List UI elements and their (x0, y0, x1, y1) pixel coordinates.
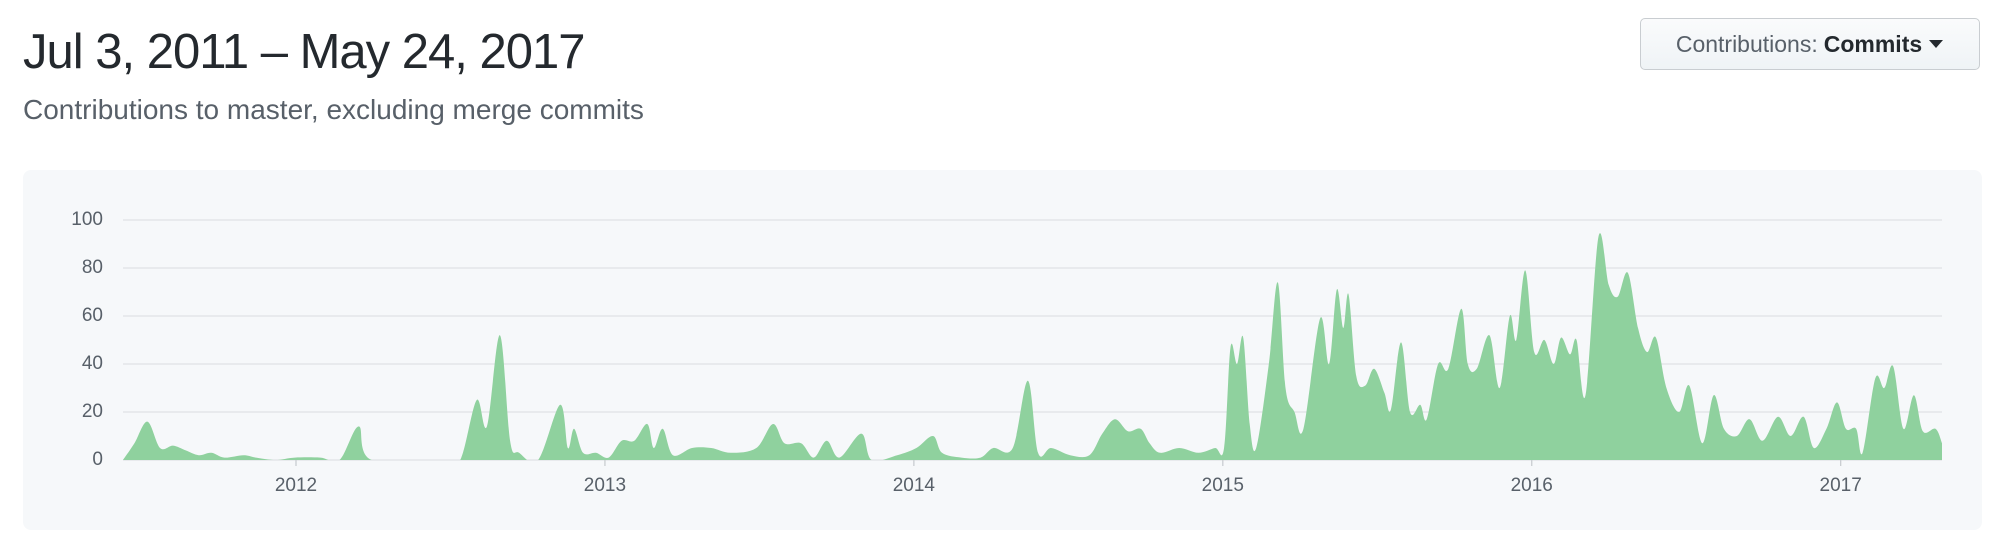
x-tick-label: 2015 (1202, 475, 1244, 496)
x-tick-label: 2016 (1511, 475, 1553, 496)
y-tick-label: 0 (92, 449, 103, 470)
subtitle: Contributions to master, excluding merge… (23, 94, 644, 125)
title: Jul 3, 2011 – May 24, 2017 (23, 25, 585, 79)
area (123, 233, 1942, 460)
x-tick-label: 2012 (275, 475, 317, 496)
dropdown-value: Commits (1823, 30, 1923, 57)
y-tick-label: 40 (82, 353, 103, 374)
x-tick-label: 2013 (584, 475, 626, 496)
y-tick-label: 60 (82, 305, 103, 326)
caret (1929, 40, 1944, 48)
y-tick-label: 20 (82, 401, 103, 422)
y-tick-label: 80 (82, 257, 103, 278)
dropdown-label: Contributions: (1675, 30, 1818, 57)
contributions-dropdown[interactable]: Contributions: Commits (1640, 18, 1980, 70)
x-tick-label: 2014 (893, 475, 936, 496)
y-tick-label: 100 (71, 209, 103, 230)
x-tick-label: 2017 (1820, 475, 1862, 496)
